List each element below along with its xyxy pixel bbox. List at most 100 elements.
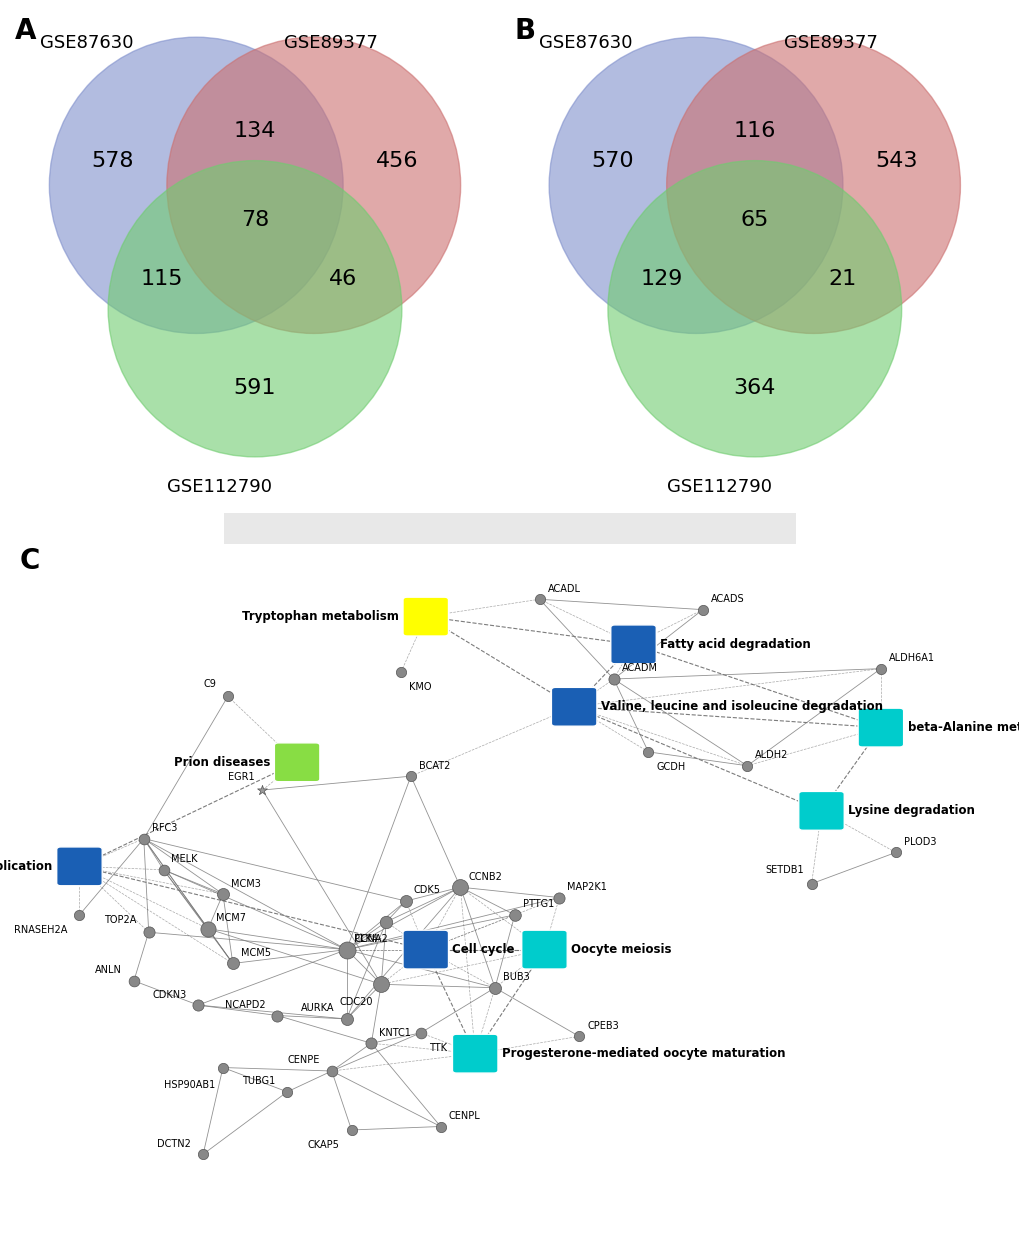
Text: CCNA2: CCNA2 xyxy=(355,934,388,944)
Text: ALDH2: ALDH2 xyxy=(754,750,788,760)
Point xyxy=(397,891,414,911)
Text: CENPE: CENPE xyxy=(287,1055,320,1065)
Text: MCM7: MCM7 xyxy=(216,914,246,924)
Point xyxy=(531,589,547,609)
Point xyxy=(338,940,355,960)
Point xyxy=(363,1034,379,1054)
Point xyxy=(571,1026,587,1046)
Text: TUBG1: TUBG1 xyxy=(242,1076,275,1086)
Text: TOP2A: TOP2A xyxy=(104,915,137,925)
Text: Prion diseases: Prion diseases xyxy=(174,756,270,769)
Text: GSE87630: GSE87630 xyxy=(40,34,132,52)
Point xyxy=(195,1144,211,1164)
FancyBboxPatch shape xyxy=(610,625,655,664)
Text: C9: C9 xyxy=(203,680,216,690)
Text: RFC3: RFC3 xyxy=(152,822,177,832)
Text: CKAP5: CKAP5 xyxy=(308,1140,339,1150)
Text: GSE112790: GSE112790 xyxy=(167,479,272,496)
Point xyxy=(338,1009,355,1029)
Point xyxy=(373,974,389,994)
Text: 578: 578 xyxy=(92,150,135,170)
Text: Lysine degradation: Lysine degradation xyxy=(848,804,974,818)
Text: Progesterone-mediated oocyte maturation: Progesterone-mediated oocyte maturation xyxy=(501,1048,785,1060)
Text: Cell cycle: Cell cycle xyxy=(452,942,515,956)
Point xyxy=(392,662,409,682)
Point xyxy=(269,1005,285,1025)
Point xyxy=(378,911,394,931)
Circle shape xyxy=(49,38,342,334)
Text: ANLN: ANLN xyxy=(95,965,122,975)
Point xyxy=(224,954,240,974)
Text: Fatty acid degradation: Fatty acid degradation xyxy=(659,638,810,651)
Text: HSP90AB1: HSP90AB1 xyxy=(164,1080,215,1090)
Point xyxy=(872,659,889,679)
Point xyxy=(451,878,468,898)
Text: 65: 65 xyxy=(740,210,768,230)
Text: SETDB1: SETDB1 xyxy=(764,865,803,875)
Text: 570: 570 xyxy=(591,150,634,170)
Circle shape xyxy=(548,38,842,334)
Point xyxy=(141,922,157,942)
Text: ACADM: ACADM xyxy=(621,664,657,674)
Text: ALDH6A1: ALDH6A1 xyxy=(888,652,933,662)
Circle shape xyxy=(607,160,901,456)
FancyBboxPatch shape xyxy=(798,791,844,830)
Text: KNTC1: KNTC1 xyxy=(379,1028,411,1038)
Point xyxy=(155,860,171,880)
FancyBboxPatch shape xyxy=(57,848,102,886)
Point xyxy=(279,1081,296,1101)
Text: NCAPD2: NCAPD2 xyxy=(224,1000,265,1010)
Text: BCAT2: BCAT2 xyxy=(419,760,449,770)
FancyBboxPatch shape xyxy=(452,1034,497,1072)
Point xyxy=(413,1022,429,1042)
FancyBboxPatch shape xyxy=(403,930,448,969)
Text: Oocyte meiosis: Oocyte meiosis xyxy=(571,942,672,956)
Text: MELK: MELK xyxy=(171,854,198,864)
Point xyxy=(71,905,88,925)
Text: MAP2K1: MAP2K1 xyxy=(567,882,606,892)
Text: PTTG1: PTTG1 xyxy=(522,899,553,909)
Point xyxy=(887,842,903,862)
Text: BUB3: BUB3 xyxy=(502,972,529,982)
Point xyxy=(136,829,152,849)
Text: 78: 78 xyxy=(240,210,269,230)
Point xyxy=(343,1120,360,1140)
Point xyxy=(200,919,216,939)
FancyBboxPatch shape xyxy=(403,598,448,636)
Point xyxy=(190,995,206,1015)
Text: Valine, leucine and isoleucine degradation: Valine, leucine and isoleucine degradati… xyxy=(600,700,882,714)
Text: DCTN2: DCTN2 xyxy=(157,1139,192,1149)
Text: Tryptophan metabolism: Tryptophan metabolism xyxy=(242,610,398,622)
Text: 129: 129 xyxy=(640,269,683,289)
Text: TTK: TTK xyxy=(428,1044,446,1054)
Text: C: C xyxy=(20,548,41,575)
Text: CPEB3: CPEB3 xyxy=(587,1021,619,1031)
FancyBboxPatch shape xyxy=(224,512,795,544)
Point xyxy=(506,905,523,925)
Point xyxy=(403,766,419,786)
FancyBboxPatch shape xyxy=(857,709,903,747)
Text: PLK4: PLK4 xyxy=(354,934,378,944)
Text: A: A xyxy=(15,18,37,45)
Text: CDK5: CDK5 xyxy=(414,885,440,895)
Text: MCM5: MCM5 xyxy=(240,948,270,958)
Text: RNASEH2A: RNASEH2A xyxy=(14,925,67,935)
Text: PLOD3: PLOD3 xyxy=(903,838,935,848)
Circle shape xyxy=(167,38,461,334)
Text: KMO: KMO xyxy=(409,682,431,692)
Text: CDC20: CDC20 xyxy=(339,996,373,1006)
Point xyxy=(254,780,270,800)
Point xyxy=(219,686,235,706)
Text: GSE87630: GSE87630 xyxy=(539,34,632,52)
Text: 134: 134 xyxy=(233,121,276,141)
Point xyxy=(803,874,819,894)
Text: GSE89377: GSE89377 xyxy=(284,34,378,52)
Text: AURKA: AURKA xyxy=(301,1004,334,1014)
Point xyxy=(215,1058,231,1078)
Text: CENPL: CENPL xyxy=(448,1111,480,1121)
Text: MCM3: MCM3 xyxy=(230,879,261,889)
Circle shape xyxy=(666,38,960,334)
Text: beta-Alanine metabolism: beta-Alanine metabolism xyxy=(907,721,1019,734)
Text: 115: 115 xyxy=(141,269,183,289)
Text: 21: 21 xyxy=(828,269,856,289)
